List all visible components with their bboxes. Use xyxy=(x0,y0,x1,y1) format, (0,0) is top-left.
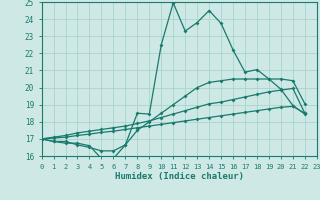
X-axis label: Humidex (Indice chaleur): Humidex (Indice chaleur) xyxy=(115,172,244,181)
